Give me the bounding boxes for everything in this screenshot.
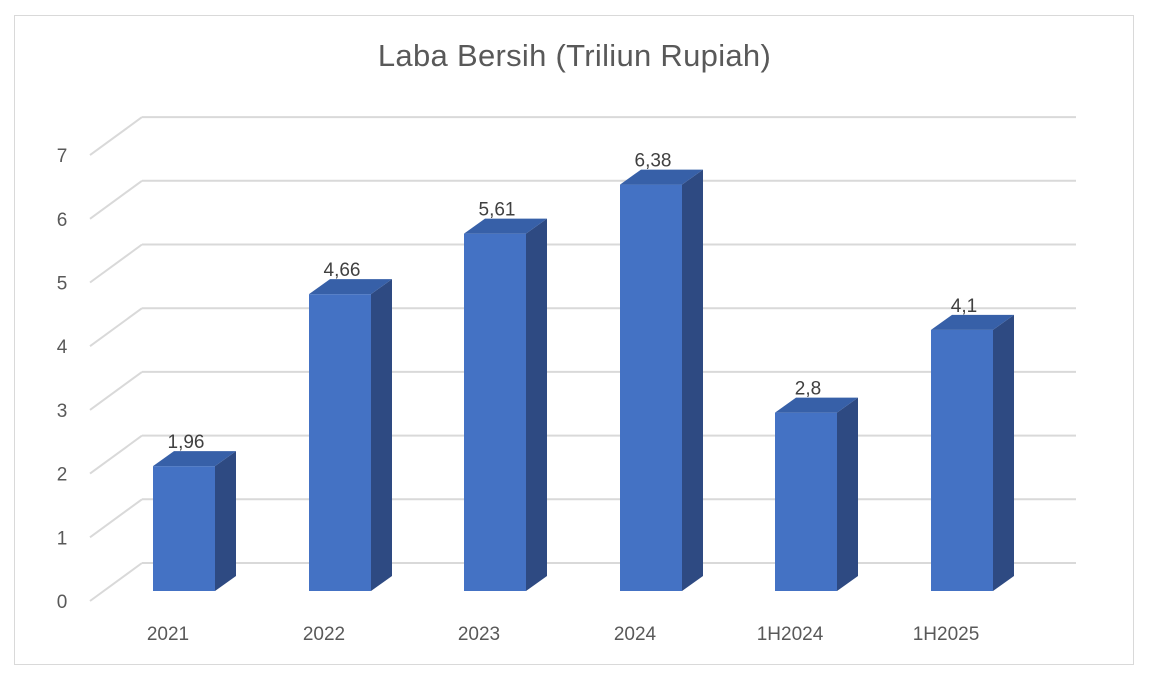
- x-tick-label: 2023: [458, 624, 500, 645]
- bar-side: [371, 279, 392, 591]
- gridline-depth: [89, 243, 143, 284]
- gridline-depth: [89, 498, 143, 539]
- bar: [464, 218, 547, 591]
- x-tick-label: 2024: [614, 624, 657, 645]
- gridline-depth: [89, 434, 143, 475]
- gridline-depth: [89, 562, 143, 602]
- bars: [153, 169, 1014, 591]
- bar-top: [620, 169, 703, 185]
- bar-front: [620, 184, 682, 591]
- bar-side: [993, 314, 1014, 591]
- y-tick-label: 4: [57, 337, 68, 358]
- y-tick-label: 6: [57, 210, 68, 231]
- bar-top: [464, 218, 547, 234]
- bar-front: [931, 329, 993, 591]
- gridline-depth: [89, 116, 143, 156]
- gridlines: [89, 116, 1076, 602]
- bar-top: [309, 279, 392, 295]
- bar-side: [837, 397, 858, 591]
- chart-title: Laba Bersih (Triliun Rupiah): [377, 38, 772, 73]
- x-tick-label: 1H2025: [913, 624, 980, 645]
- bar-front: [309, 294, 371, 591]
- gridline-depth: [89, 179, 143, 220]
- data-label: 5,61: [479, 200, 516, 221]
- bar: [153, 451, 236, 591]
- x-tick-label: 2021: [147, 624, 189, 645]
- bar-front: [775, 412, 837, 591]
- bar-top: [931, 314, 1014, 330]
- x-tick-label: 2022: [303, 624, 345, 645]
- data-label: 1,96: [168, 432, 205, 453]
- data-label: 4,1: [951, 296, 977, 317]
- bar-top: [153, 451, 236, 467]
- y-axis: 0 1 2 3 4 5 6 7: [57, 146, 68, 613]
- x-axis: 2021 2022 2023 2024 1H2024 1H2025: [147, 624, 979, 645]
- bar-side: [215, 451, 236, 591]
- bar: [775, 397, 858, 591]
- y-tick-label: 5: [57, 274, 68, 295]
- data-label: 6,38: [635, 151, 672, 172]
- bar: [620, 169, 703, 591]
- data-labels: 1,96 4,66 5,61 6,38 2,8 4,1: [168, 151, 978, 454]
- bar-top: [775, 397, 858, 413]
- y-tick-label: 0: [57, 592, 68, 613]
- gridline-depth: [89, 307, 143, 348]
- bar-front: [464, 233, 526, 591]
- data-label: 4,66: [324, 260, 361, 281]
- gridline-depth: [89, 371, 143, 411]
- y-tick-label: 1: [57, 528, 68, 549]
- data-label: 2,8: [795, 379, 821, 400]
- y-tick-label: 2: [57, 465, 68, 486]
- y-tick-label: 3: [57, 401, 68, 422]
- y-tick-label: 7: [57, 146, 68, 167]
- bar: [931, 314, 1014, 591]
- bar: [309, 279, 392, 591]
- bar-side: [526, 218, 547, 591]
- bar-front: [153, 466, 215, 591]
- x-tick-label: 1H2024: [757, 624, 824, 645]
- bar-side: [682, 169, 703, 591]
